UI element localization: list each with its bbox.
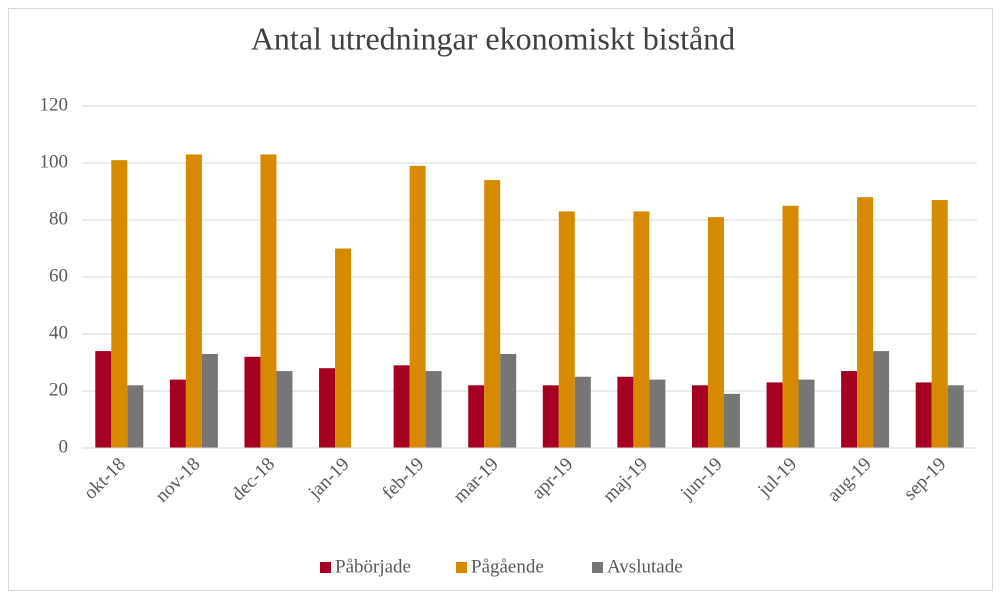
legend-swatch — [592, 562, 603, 573]
y-tick-label: 120 — [40, 94, 69, 115]
bar — [542, 385, 559, 448]
bar — [335, 248, 352, 448]
bar — [319, 368, 336, 448]
bar — [111, 160, 128, 448]
bar — [127, 385, 144, 448]
legend-swatch — [320, 562, 331, 573]
y-tick-label: 60 — [49, 265, 68, 286]
bar — [691, 385, 708, 448]
bar — [500, 353, 517, 448]
bar — [558, 211, 575, 448]
y-tick-label: 0 — [59, 436, 69, 457]
bar — [857, 197, 874, 448]
bar — [169, 379, 186, 448]
bar — [649, 379, 666, 448]
bar — [393, 365, 410, 448]
bar — [782, 205, 799, 448]
y-tick-label: 100 — [40, 151, 69, 172]
bar — [95, 351, 112, 448]
y-tick-label: 80 — [49, 208, 68, 229]
bar — [707, 217, 724, 448]
legend-label: Pågående — [471, 556, 544, 577]
bar — [574, 376, 591, 448]
bar — [841, 371, 858, 448]
bar — [873, 351, 890, 448]
bar — [633, 211, 650, 448]
bar — [409, 165, 426, 448]
bar — [425, 371, 442, 448]
legend-swatch — [456, 562, 467, 573]
bar — [185, 154, 202, 448]
bar — [260, 154, 277, 448]
bar — [723, 393, 740, 448]
bar — [276, 371, 293, 448]
bar — [915, 382, 932, 448]
legend-label: Påbörjade — [335, 556, 411, 577]
chart-border — [8, 8, 993, 591]
bar — [798, 379, 815, 448]
bar — [244, 356, 261, 448]
bar — [484, 180, 501, 448]
legend-label: Avslutade — [607, 556, 683, 577]
bar — [468, 385, 485, 448]
bar — [766, 382, 783, 448]
y-tick-label: 40 — [49, 322, 68, 343]
bar — [201, 353, 218, 448]
chart-title: Antal utredningar ekonomiskt bistånd — [251, 20, 735, 56]
bar — [931, 200, 948, 448]
bar — [947, 385, 964, 448]
y-tick-label: 20 — [49, 379, 68, 400]
bar — [617, 376, 634, 448]
